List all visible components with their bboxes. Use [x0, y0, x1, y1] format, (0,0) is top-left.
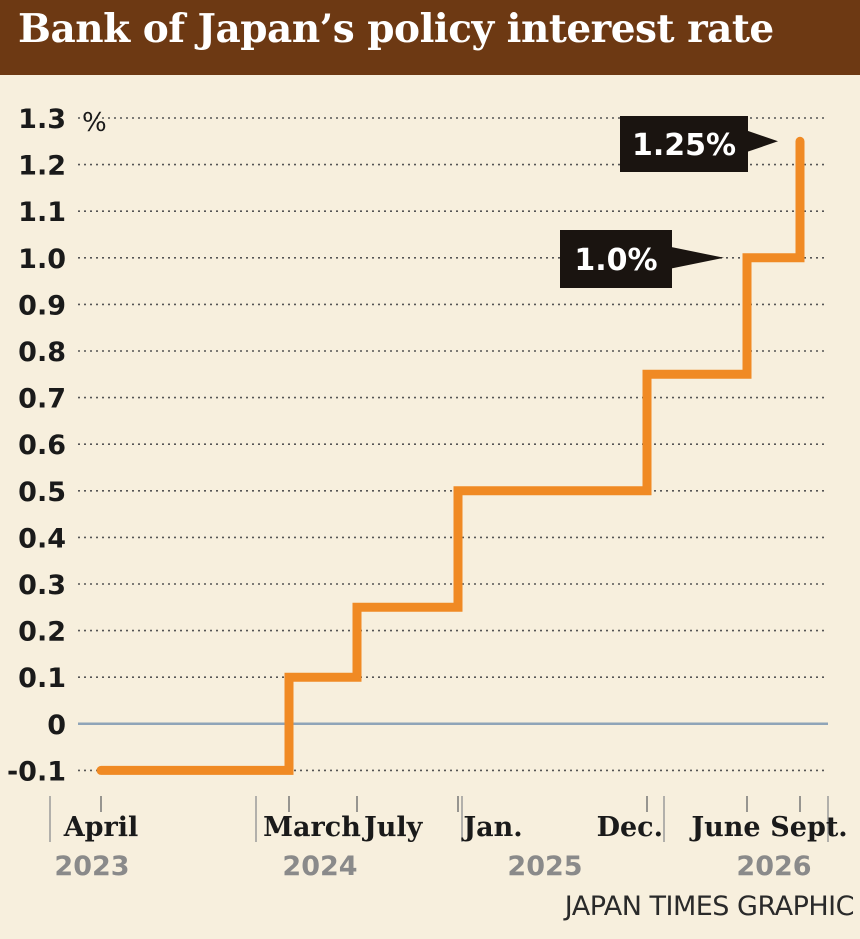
- y-tick-label: 0.1: [18, 663, 66, 694]
- callout-box: [620, 116, 748, 172]
- y-tick-label: 0: [47, 710, 66, 741]
- chart-title: Bank of Japan’s policy interest rate: [18, 6, 774, 52]
- x-tick-label: Jan.: [461, 812, 522, 843]
- y-tick-label: 1.3: [18, 104, 66, 135]
- callout-box: [560, 230, 672, 288]
- year-label: 2026: [736, 851, 811, 882]
- year-label: 2023: [54, 851, 129, 882]
- year-label: 2024: [282, 851, 357, 882]
- y-tick-label: 0.7: [18, 384, 66, 415]
- callout-label: 1.25%: [632, 128, 736, 163]
- x-tick-label: July: [362, 812, 424, 843]
- x-tick-label: Dec.: [597, 812, 663, 843]
- y-tick-label: 0.2: [18, 617, 66, 648]
- y-tick-label: 0.5: [18, 477, 66, 508]
- x-tick-label: April: [63, 812, 139, 843]
- callout-pointer: [670, 246, 724, 269]
- callout-label: 1.0%: [574, 243, 657, 278]
- y-tick-label: 0.3: [18, 570, 66, 601]
- x-tick-label: June: [689, 812, 760, 843]
- y-tick-label: 0.8: [18, 337, 66, 368]
- y-tick-label: 1.0: [18, 244, 66, 275]
- credit-label: JAPAN TIMES GRAPHIC: [564, 891, 855, 922]
- y-tick-label: 1.1: [18, 197, 66, 228]
- y-tick-label: 0.4: [18, 523, 66, 554]
- y-tick-label: 1.2: [18, 151, 66, 182]
- title-bar: Bank of Japan’s policy interest rate: [0, 0, 860, 75]
- x-tick-label: Sept.: [770, 812, 847, 843]
- value-callout: 1.0%: [560, 230, 724, 288]
- unit-label: %: [82, 108, 107, 138]
- y-tick-label: 0.6: [18, 430, 66, 461]
- rate-step-line: [96, 136, 805, 775]
- callout-pointer: [746, 130, 778, 153]
- year-label: 2025: [507, 851, 582, 882]
- x-tick-label: March: [263, 812, 361, 843]
- y-tick-label: -0.1: [7, 756, 66, 787]
- value-callout: 1.25%: [620, 116, 778, 172]
- y-tick-label: 0.9: [18, 290, 66, 321]
